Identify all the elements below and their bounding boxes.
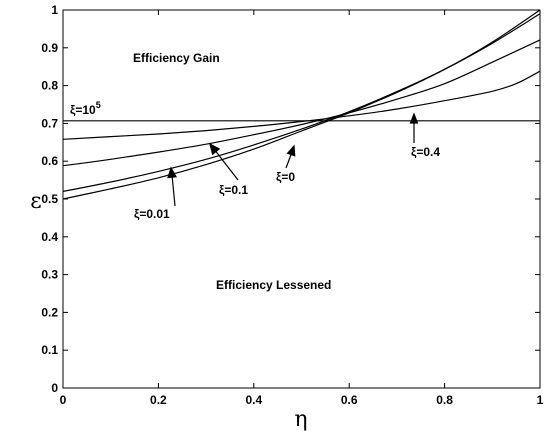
arrow-xi-0.01 [171,174,176,207]
y-tick-label: 0.7 [41,116,58,130]
y-tick-label: 0.2 [41,305,58,319]
x-tick-label: 0.8 [436,393,453,407]
y-axis-title: ε [30,189,41,214]
series-label-xi-0: ξ=0 [276,170,295,184]
y-tick-label: 0.5 [41,192,58,206]
arrowhead-xi-0.01 [167,166,177,179]
series-label-xi-0.4: ξ=0.4 [411,145,440,159]
annotation-efficiency-gain: Efficiency Gain [133,51,220,65]
x-tick-label: 0.2 [150,393,167,407]
series-line-2 [62,39,541,167]
x-tick-label: 1 [537,393,544,407]
annotation-efficiency-lessened: Efficiency Lessened [216,278,331,292]
arrowhead-xi-0.1 [209,142,221,156]
plot-frame [62,9,541,389]
y-tick-label: 0.9 [41,41,58,55]
annotation-arrows [167,112,419,207]
y-tick-label: 0.6 [41,154,58,168]
y-tick-label: 0.8 [41,79,58,93]
y-tick-label: 0 [51,381,58,395]
y-tick-label: 0.4 [41,230,58,244]
arrow-xi-0.1 [213,148,239,181]
x-tick-label: 0.4 [245,393,262,407]
arrowhead-xi-0 [286,144,296,157]
y-tick-label: 1 [51,3,58,17]
y-tick-label: 0.3 [41,268,58,282]
axis-ticks: 0 0.2 0.4 0.6 0.8 1 0 0.1 0.2 0.3 0.4 0.5 0.6 0.7 0.8 0… [41,3,543,407]
x-tick-label: 0.6 [341,393,358,407]
x-tick-label: 0 [60,393,67,407]
series-line-4 [62,9,541,200]
series-label-xi-1e5: ξ=105 [70,100,101,117]
series-lines [62,9,541,200]
arrowhead-xi-0.4 [409,112,419,124]
series-label-xi-0.01: ξ=0.01 [134,207,170,221]
y-tick-label: 0.1 [41,343,58,357]
series-label-xi-0.1: ξ=0.1 [219,183,248,197]
x-axis-title: η [294,407,307,432]
